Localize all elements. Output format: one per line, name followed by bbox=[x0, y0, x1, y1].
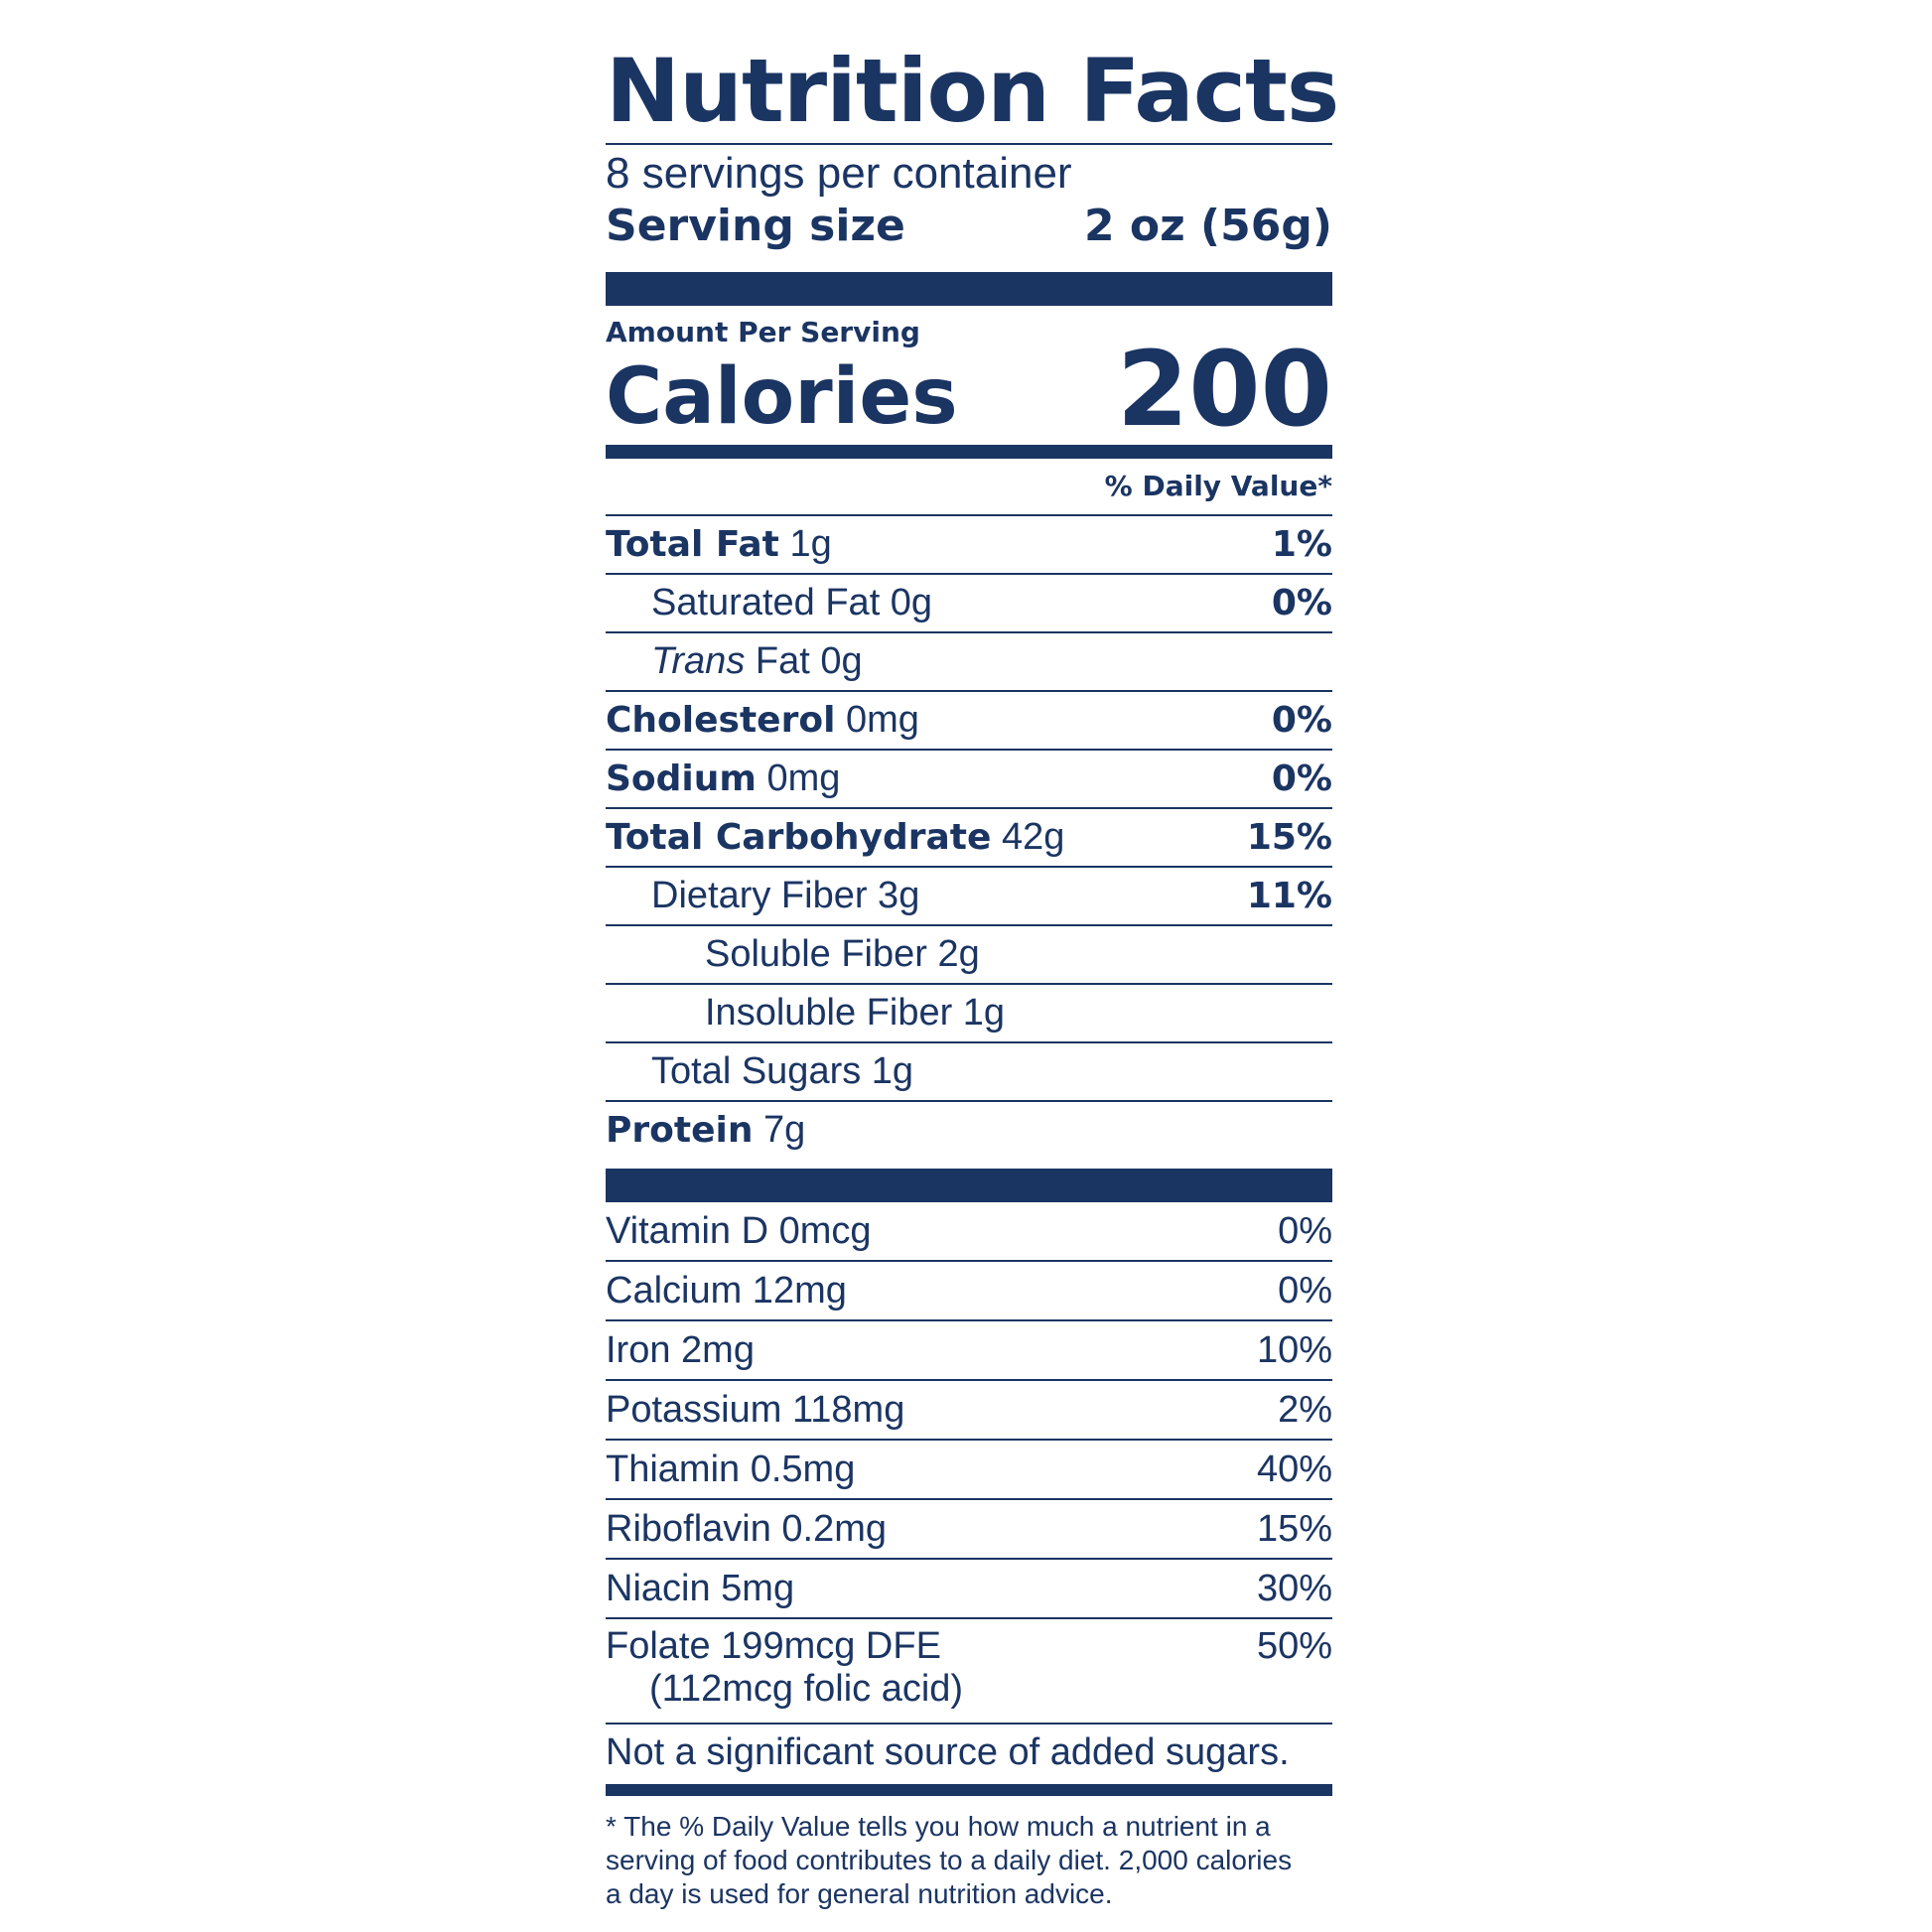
nutrient-name: Protein bbox=[606, 1110, 754, 1151]
nutrient-row-soluble-fiber: Soluble Fiber 2g bbox=[606, 924, 1332, 983]
vitamin-row: Riboflavin 0.2mg 15% bbox=[606, 1498, 1332, 1558]
nutrient-row-total-carbohydrate: Total Carbohydrate 42g 15% bbox=[606, 807, 1332, 866]
label-title: Nutrition Facts bbox=[606, 40, 1339, 142]
folic-acid-note: (112mcg folic acid) bbox=[649, 1668, 964, 1710]
added-sugars-note: Not a significant source of added sugars… bbox=[606, 1723, 1332, 1780]
nutrient-dv: 0% bbox=[1271, 583, 1332, 623]
vitamin-name: Thiamin 0.5mg bbox=[606, 1448, 856, 1490]
vitamin-name: Niacin 5mg bbox=[606, 1567, 795, 1609]
folate-row: Folate 199mcg DFE (112mcg folic acid) 50… bbox=[606, 1617, 1332, 1723]
thick-divider bbox=[606, 272, 1332, 306]
servings-per-container: 8 servings per container bbox=[606, 149, 1072, 198]
daily-value-footnote: * The % Daily Value tells you how much a… bbox=[606, 1811, 1293, 1909]
nutrient-amount: 7g bbox=[763, 1109, 806, 1151]
nutrient-dv: 0% bbox=[1271, 759, 1332, 799]
nutrient-amount: 1g bbox=[789, 523, 832, 565]
nutrient-amount: 42g bbox=[1001, 816, 1065, 858]
daily-value-header: % Daily Value* bbox=[1104, 470, 1332, 502]
folate-dv: 50% bbox=[1256, 1625, 1332, 1667]
vitamin-row: Thiamin 0.5mg 40% bbox=[606, 1439, 1332, 1498]
vitamin-dv: 30% bbox=[1256, 1567, 1332, 1609]
nutrient-row-sodium: Sodium 0mg 0% bbox=[606, 749, 1332, 807]
nutrient-row-protein: Protein 7g bbox=[606, 1100, 1332, 1159]
nutrient-row-insoluble-fiber: Insoluble Fiber 1g bbox=[606, 983, 1332, 1041]
thick-divider bbox=[606, 1169, 1332, 1202]
vitamin-name: Potassium 118mg bbox=[606, 1388, 905, 1431]
amount-per-serving: Amount Per Serving bbox=[606, 316, 920, 348]
medium-divider bbox=[606, 445, 1332, 459]
vitamin-row: Potassium 118mg 2% bbox=[606, 1379, 1332, 1439]
divider bbox=[606, 143, 1332, 145]
nutrient-name: Total Sugars 1g bbox=[651, 1050, 914, 1092]
vitamin-dv: 10% bbox=[1256, 1328, 1332, 1371]
vitamin-dv: 0% bbox=[1278, 1269, 1332, 1311]
thick-divider bbox=[606, 1784, 1332, 1796]
serving-size-value: 2 oz (56g) bbox=[1083, 201, 1332, 251]
vitamin-dv: 40% bbox=[1256, 1448, 1332, 1490]
nutrient-row-trans-fat: Trans Fat 0g bbox=[606, 631, 1332, 690]
vitamins-section: Vitamin D 0mcg 0% Calcium 12mg 0% Iron 2… bbox=[606, 1202, 1332, 1617]
nutrient-row-dietary-fiber: Dietary Fiber 3g 11% bbox=[606, 866, 1332, 924]
folate-name: Folate 199mcg DFE bbox=[606, 1625, 941, 1667]
nutrient-name: Saturated Fat 0g bbox=[651, 582, 933, 623]
vitamin-name: Vitamin D 0mcg bbox=[606, 1209, 872, 1252]
nutrient-dv: 15% bbox=[1246, 817, 1332, 858]
nutrient-row-total-sugars: Total Sugars 1g bbox=[606, 1041, 1332, 1100]
vitamin-name: Calcium 12mg bbox=[606, 1269, 847, 1311]
nutrient-name-italic: Trans bbox=[651, 640, 746, 682]
nutrient-name: Sodium bbox=[606, 759, 757, 799]
nutrition-facts-label: Nutrition Facts 8 servings per container… bbox=[606, 40, 1339, 1911]
calories-label: Calories bbox=[606, 352, 958, 442]
vitamin-row: Vitamin D 0mcg 0% bbox=[606, 1202, 1332, 1260]
nutrient-row-cholesterol: Cholesterol 0mg 0% bbox=[606, 690, 1332, 749]
nutrient-name: Soluble Fiber 2g bbox=[705, 933, 980, 975]
nutrient-amount: 0mg bbox=[845, 699, 919, 741]
vitamin-dv: 15% bbox=[1256, 1507, 1332, 1550]
nutrient-name: Total Fat bbox=[606, 524, 779, 565]
vitamin-row: Iron 2mg 10% bbox=[606, 1319, 1332, 1379]
vitamin-name: Iron 2mg bbox=[606, 1328, 755, 1371]
nutrient-row-saturated-fat: Saturated Fat 0g 0% bbox=[606, 573, 1332, 631]
calories-row: Calories 200 bbox=[606, 338, 1332, 442]
nutrient-row-total-fat: Total Fat 1g 1% bbox=[606, 514, 1332, 573]
serving-size-label: Serving size bbox=[606, 201, 905, 251]
nutrient-name: Insoluble Fiber 1g bbox=[705, 992, 1006, 1034]
nutrient-amount: 0mg bbox=[766, 758, 841, 799]
vitamin-dv: 2% bbox=[1278, 1388, 1332, 1431]
vitamin-name: Riboflavin 0.2mg bbox=[606, 1507, 888, 1550]
vitamin-row: Calcium 12mg 0% bbox=[606, 1260, 1332, 1319]
vitamin-dv: 0% bbox=[1278, 1209, 1332, 1252]
nutrient-name: Fat 0g bbox=[755, 640, 863, 682]
nutrient-dv: 0% bbox=[1271, 700, 1332, 741]
nutrient-dv: 1% bbox=[1271, 524, 1332, 565]
nutrient-dv: 11% bbox=[1246, 876, 1332, 916]
vitamin-row: Niacin 5mg 30% bbox=[606, 1558, 1332, 1617]
calories-value: 200 bbox=[1116, 329, 1332, 450]
nutrient-name: Cholesterol bbox=[606, 700, 836, 741]
nutrient-name: Dietary Fiber 3g bbox=[651, 875, 920, 916]
serving-size-row: Serving size 2 oz (56g) bbox=[606, 199, 1332, 254]
nutrient-name: Total Carbohydrate bbox=[606, 817, 992, 858]
